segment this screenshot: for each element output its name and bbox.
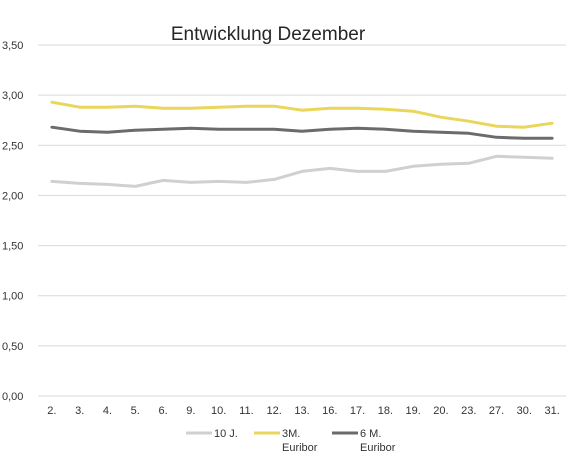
- x-tick-label: 30.: [517, 405, 532, 417]
- x-tick-label: 16.: [322, 405, 337, 417]
- x-tick-label: 19.: [406, 405, 421, 417]
- x-tick-label: 27.: [489, 405, 504, 417]
- x-tick-label: 23.: [461, 405, 476, 417]
- x-tick-label: 20.: [433, 405, 448, 417]
- series-line-0: [50, 154, 554, 188]
- grid-layer: [38, 44, 566, 397]
- x-tick-label: 5.: [131, 405, 140, 417]
- y-axis-ticks: 0,00 0,50 1,00 1,50 2,00 2,50 3,00 3,50: [2, 40, 23, 403]
- x-tick-label: 11.: [239, 405, 253, 417]
- y-tick-label: 0,00: [2, 391, 23, 403]
- series-layer: [50, 100, 554, 188]
- legend-label-0: 10 J.: [214, 428, 238, 440]
- y-tick-label: 2,50: [2, 140, 23, 152]
- legend-label-1: 3M. Euribor: [282, 428, 318, 454]
- x-tick-label: 3.: [75, 405, 84, 417]
- x-tick-label: 31.: [544, 405, 559, 417]
- x-axis-ticks: 2. 3. 4. 5. 6. 9. 10. 11. 12. 13. 16. 17. 18. 19. 20. 2…: [47, 405, 559, 417]
- chart-title: Entwicklung Dezember: [171, 24, 366, 45]
- x-tick-label: 4.: [103, 405, 112, 417]
- x-tick-label: 9.: [186, 405, 195, 417]
- legend-label-2: 6 M. Euribor: [360, 428, 396, 454]
- series-line-2: [50, 125, 554, 140]
- y-tick-label: 0,50: [2, 341, 23, 353]
- series-line-1: [50, 100, 554, 129]
- y-tick-label: 3,50: [2, 40, 23, 52]
- x-tick-label: 2.: [47, 405, 56, 417]
- y-tick-label: 2,00: [2, 190, 23, 202]
- y-tick-label: 3,00: [2, 90, 23, 102]
- x-tick-label: 13.: [294, 405, 309, 417]
- x-tick-label: 6.: [158, 405, 167, 417]
- y-tick-label: 1,50: [2, 241, 23, 253]
- y-tick-label: 1,00: [2, 291, 23, 303]
- x-tick-label: 18.: [378, 405, 393, 417]
- x-tick-label: 10.: [211, 405, 226, 417]
- legend: 10 J. 3M. Euribor 6 M. Euribor: [186, 428, 396, 454]
- x-tick-label: 12.: [267, 405, 282, 417]
- x-tick-label: 17.: [350, 405, 365, 417]
